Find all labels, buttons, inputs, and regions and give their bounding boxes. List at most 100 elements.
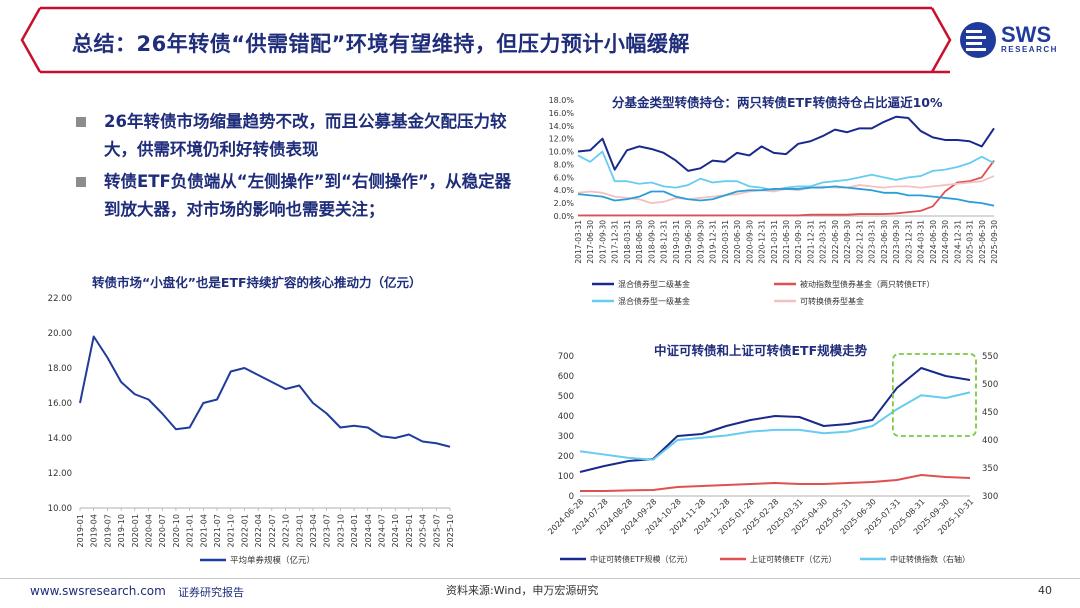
x-tick-label: 2025-01 [405,514,414,547]
y-tick-label: 22.00 [48,294,72,304]
x-tick-label: 2022-09-30 [843,220,852,264]
legend-label: 中证可转债ETF规模（亿元） [590,554,693,564]
y-tick-label: 12.00 [48,469,72,479]
x-tick-label: 2022-06-30 [831,220,840,264]
footer-website-link[interactable]: www.swsresearch.com [30,584,166,598]
x-tick-label: 2020-07 [158,514,167,547]
bullet-square-icon [76,177,86,187]
x-tick-label: 2018-06-30 [635,220,644,264]
title-bar: 总结：26年转债“供需错配”环境有望维持，但压力预计小幅缓解 SWS RESEA… [0,0,1080,80]
x-tick-label: 2017-09-30 [598,220,607,264]
series-line-0 [579,367,971,473]
sws-logo-icon [960,22,996,58]
x-tick-label: 2022-01 [240,514,249,547]
x-tick-label: 2020-12-31 [758,220,767,264]
legend-label: 被动指数型债券基金（两只转债ETF） [800,279,935,289]
y-tick-label: 200 [558,452,574,462]
x-tick-label: 2023-12-31 [904,220,913,264]
x-tick-label: 2019-12-31 [709,220,718,264]
x-tick-label: 2024-10 [391,514,400,547]
bullet-square-icon [76,117,86,127]
y-tick-label: 14.0% [549,122,575,131]
x-tick-label: 2019-03-31 [672,220,681,264]
x-tick-label: 2023-07 [323,514,332,547]
legend-label: 混合债券型一级基金 [618,296,690,306]
bullet-text: 转债ETF负债端从“左侧操作”到“右侧操作”，从稳定器到放大器，对市场的影响也需… [104,172,512,219]
x-tick-label: 2018-12-31 [660,220,669,264]
x-tick-label: 2022-07 [268,514,277,547]
x-tick-label: 2021-07 [213,514,222,547]
x-tick-label: 2021-03-31 [770,220,779,264]
x-tick-label: 2023-06-30 [880,220,889,264]
y-tick-label: 2.0% [554,199,575,208]
x-tick-label: 2023-03-31 [868,220,877,264]
x-tick-label: 2020-01 [131,514,140,547]
page-number: 40 [1038,584,1052,597]
x-tick-label: 2020-09-30 [745,220,754,264]
bullet-item: 26年转债市场缩量趋势不改，而且公募基金欠配压力较大，供需环境仍利好转债表现 [74,108,524,164]
x-tick-label: 2020-10 [172,514,181,547]
y-tick-label: 0.0% [554,212,575,221]
y2-tick-label: 300 [982,492,998,502]
footer-report-label: 证券研究报告 [178,586,244,599]
x-tick-label: 2017-12-31 [611,220,620,264]
series-line-1 [578,160,995,217]
x-tick-label: 2023-09-30 [892,220,901,264]
legend-label: 可转换债券型基金 [800,296,864,306]
series-line-2 [577,150,995,192]
series-line-2 [579,391,971,461]
bullet-list: 26年转债市场缩量趋势不改，而且公募基金欠配压力较大，供需环境仍利好转债表现 转… [74,108,524,228]
x-tick-label: 2019-06-30 [684,220,693,264]
x-tick-label: 2021-09-30 [794,220,803,264]
y2-tick-label: 400 [982,436,998,446]
y-tick-label: 6.0% [554,173,575,182]
chart-fund-type-holdings: 18.0% 16.0% 14.0% 12.0% 10.0% 8.0% 6.0% 4.0% 2.0… [549,96,999,306]
x-tick-label: 2021-04 [199,514,208,547]
x-tick-label: 2021-10 [227,514,236,547]
x-tick-label: 2024-09-30 [941,220,950,264]
x-tick-label: 2024-03-31 [917,220,926,264]
y-tick-label: 18.00 [48,364,72,374]
x-tick-label: 2018-03-31 [623,220,632,264]
x-tick-label: 2019-01 [76,514,85,547]
x-tick-label: 2019-07 [103,514,112,547]
x-tick-label: 2021-06-30 [782,220,791,264]
y-tick-label: 8.0% [554,160,575,169]
x-tick-label: 2021-12-31 [806,220,815,264]
x-tick-label: 2025-04 [419,514,428,547]
x-tick-label: 2025-10 [446,514,455,547]
y2-tick-label: 350 [982,464,998,474]
y-tick-label: 0 [569,492,574,502]
title-bar-decoration [20,6,952,74]
x-tick-label: 2021-01 [186,514,195,547]
x-tick-label: 2022-04 [254,514,263,547]
chart-title-bottom-right: 中证可转债和上证可转债ETF规模走势 [654,343,868,358]
x-tick-label: 2020-04 [145,514,154,547]
y-tick-label: 14.00 [48,434,72,444]
x-tick-label: 2025-09-30 [990,220,999,264]
x-tick-label: 2023-04 [309,514,318,547]
page-title: 总结：26年转债“供需错配”环境有望维持，但压力预计小幅缓解 [72,32,690,56]
y-tick-label: 100 [558,472,574,482]
logo-subtext: RESEARCH [1001,45,1058,54]
y-tick-label: 10.0% [549,148,575,157]
legend-label: 中证转债指数（右轴） [890,554,970,564]
footer-source: 资料来源:Wind，申万宏源研究 [446,584,599,597]
x-tick-label: 2022-10 [282,514,291,547]
y-tick-label: 18.0% [549,96,575,105]
x-tick-label: 2024-06-30 [929,220,938,264]
series-line-avg-size [79,335,451,448]
series-line-1 [580,474,971,492]
chart-etf-scale-trend: 700 600 500 400 300 200 100 0 550 500 450 400 350 300… [546,352,998,564]
bullet-item: 转债ETF负债端从“左侧操作”到“右侧操作”，从稳定器到放大器，对市场的影响也需… [74,168,524,224]
legend-label: 上证可转债ETF（亿元） [750,554,837,564]
x-tick-label: 2022-12-31 [855,220,864,264]
y2-tick-label: 500 [982,380,998,390]
x-tick-label: 2017-06-30 [586,220,595,264]
chart-title-top-right: 分基金类型转债持仓：两只转债ETF转债持仓占比逼近10% [612,95,943,110]
y-tick-label: 10.00 [48,504,72,514]
logo-text: SWS [1001,22,1052,47]
footer: www.swsresearch.com 证券研究报告 资料来源:Wind，申万宏… [0,578,1080,608]
footer-divider [0,578,1080,579]
x-tick-label: 2024-01 [350,514,359,547]
